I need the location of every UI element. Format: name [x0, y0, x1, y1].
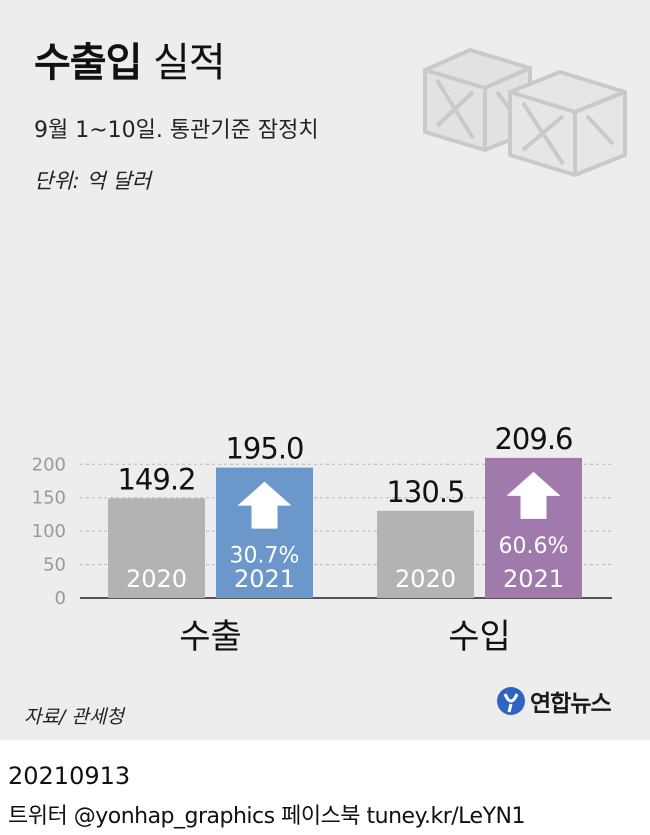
source-label: 자료/ 관세청 [24, 706, 124, 728]
page-title: 수출입 실적 [34, 30, 226, 88]
logo-text: 연합뉴스 [530, 691, 612, 717]
unit-label: 단위: 억 달러 [34, 169, 152, 193]
bar [108, 498, 205, 598]
yonhap-logo-icon [497, 687, 525, 715]
bar-year-label: 2021 [503, 565, 564, 593]
y-tick-label: 150 [32, 488, 66, 509]
bar-value-label: 130.5 [386, 475, 464, 509]
category-label: 수입 [448, 617, 511, 657]
y-tick-label: 0 [55, 588, 66, 609]
up-arrow-icon [237, 481, 292, 529]
date-label: 20210913 [8, 762, 131, 790]
title-bold: 수출입 [34, 40, 142, 86]
bar-value-label: 195.0 [225, 432, 303, 466]
bar-value-label: 149.2 [117, 462, 195, 496]
y-tick-label: 100 [32, 521, 66, 542]
growth-label: 30.7% [230, 544, 300, 569]
y-tick-label: 50 [43, 555, 66, 576]
bar-year-label: 2021 [234, 565, 295, 593]
social-links: 트위터 @yonhap_graphics 페이스북 tuney.kr/LeYN1 [8, 804, 525, 829]
title-light: 실적 [153, 40, 226, 86]
bar-value-label: 209.6 [494, 422, 572, 456]
bar [377, 510, 474, 598]
y-tick-label: 200 [32, 454, 66, 475]
up-arrow-icon [506, 471, 561, 519]
yonhap-logo: 연합뉴스 [496, 684, 612, 718]
bar-year-label: 2020 [395, 565, 456, 593]
category-label: 수출 [179, 617, 242, 657]
subtitle: 9월 1~10일. 통관기준 잠정치 [34, 118, 319, 143]
bar-year-label: 2020 [126, 565, 187, 593]
crate-icon [423, 48, 627, 177]
growth-label: 60.6% [499, 534, 569, 559]
